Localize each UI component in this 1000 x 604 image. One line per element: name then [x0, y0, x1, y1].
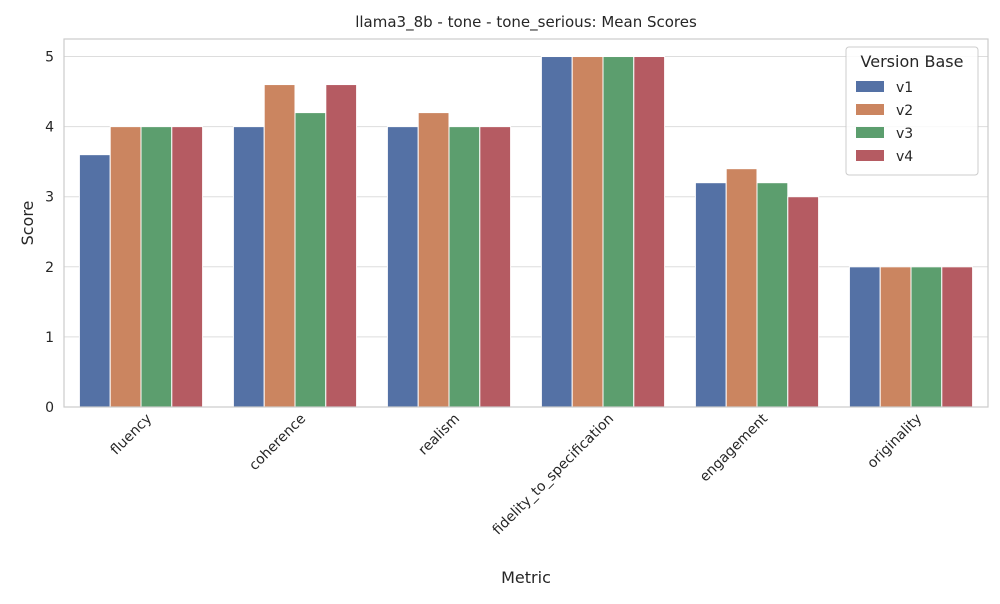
- bar-v2-realism: [417, 112, 450, 408]
- bar-v3-engagement: [756, 182, 789, 408]
- bar-v1-engagement: [694, 182, 727, 408]
- bar-v1-realism: [386, 126, 419, 408]
- x-tick-label: fidelity_to_specification: [490, 411, 617, 538]
- legend-swatch-v4: [856, 150, 884, 161]
- bar-v3-fidelity_to_specification: [602, 56, 635, 408]
- x-axis-title: Metric: [501, 568, 551, 587]
- plot-frame: [63, 38, 989, 408]
- bar-v3-originality: [910, 266, 943, 408]
- bar-v2-originality: [879, 266, 912, 408]
- bar-v4-fidelity_to_specification: [633, 56, 666, 408]
- bar-v4-coherence: [325, 84, 358, 408]
- x-tick-labels: fluency coherence realism fidelity_to_speci…: [108, 411, 925, 539]
- bar-v3-realism: [448, 126, 481, 408]
- bar-v4-fluency: [171, 126, 204, 408]
- bar-v1-coherence: [232, 126, 265, 408]
- y-axis-title: Score: [18, 201, 37, 246]
- y-tick-label: 2: [45, 260, 54, 276]
- legend-swatch-v1: [856, 81, 884, 92]
- bar-v3-coherence: [294, 112, 327, 408]
- y-tick-label: 0: [45, 400, 54, 416]
- bar-v4-realism: [479, 126, 512, 408]
- bar-v2-engagement: [725, 168, 758, 408]
- bar-v1-fidelity_to_specification: [540, 56, 573, 408]
- bar-v2-fluency: [109, 126, 142, 408]
- bar-v1-originality: [848, 266, 881, 408]
- legend-label-v4: v4: [896, 149, 913, 165]
- legend-items: v1 v2 v3 v4: [856, 80, 913, 165]
- x-tick-label: engagement: [697, 411, 772, 486]
- bar-v1-fluency: [78, 154, 111, 408]
- legend: Version Base v1 v2 v3 v4: [845, 46, 979, 176]
- chart-title: llama3_8b - tone - tone_serious: Mean Sc…: [355, 13, 697, 32]
- x-tick-label: fluency: [108, 411, 155, 458]
- legend-swatch-v3: [856, 127, 884, 138]
- legend-swatch-v2: [856, 104, 884, 115]
- bars: [78, 56, 974, 408]
- y-tick-label: 5: [45, 50, 54, 66]
- y-tick-label: 4: [45, 120, 54, 136]
- bar-v4-engagement: [787, 196, 820, 408]
- bar-v2-fidelity_to_specification: [571, 56, 604, 408]
- bar-v3-fluency: [140, 126, 173, 408]
- y-tick-labels: 0 1 2 3 4 5: [45, 50, 54, 416]
- x-tick-label: coherence: [246, 411, 309, 474]
- legend-box: [845, 46, 979, 176]
- legend-label-v2: v2: [896, 103, 913, 119]
- legend-label-v3: v3: [896, 126, 913, 142]
- x-tick-label: realism: [416, 411, 464, 459]
- x-tick-label: originality: [864, 411, 925, 472]
- legend-title: Version Base: [861, 52, 964, 71]
- y-tick-label: 3: [45, 190, 54, 206]
- bar-v2-coherence: [263, 84, 296, 408]
- legend-label-v1: v1: [896, 80, 913, 96]
- y-tick-label: 1: [45, 330, 54, 346]
- bar-v4-originality: [941, 266, 974, 408]
